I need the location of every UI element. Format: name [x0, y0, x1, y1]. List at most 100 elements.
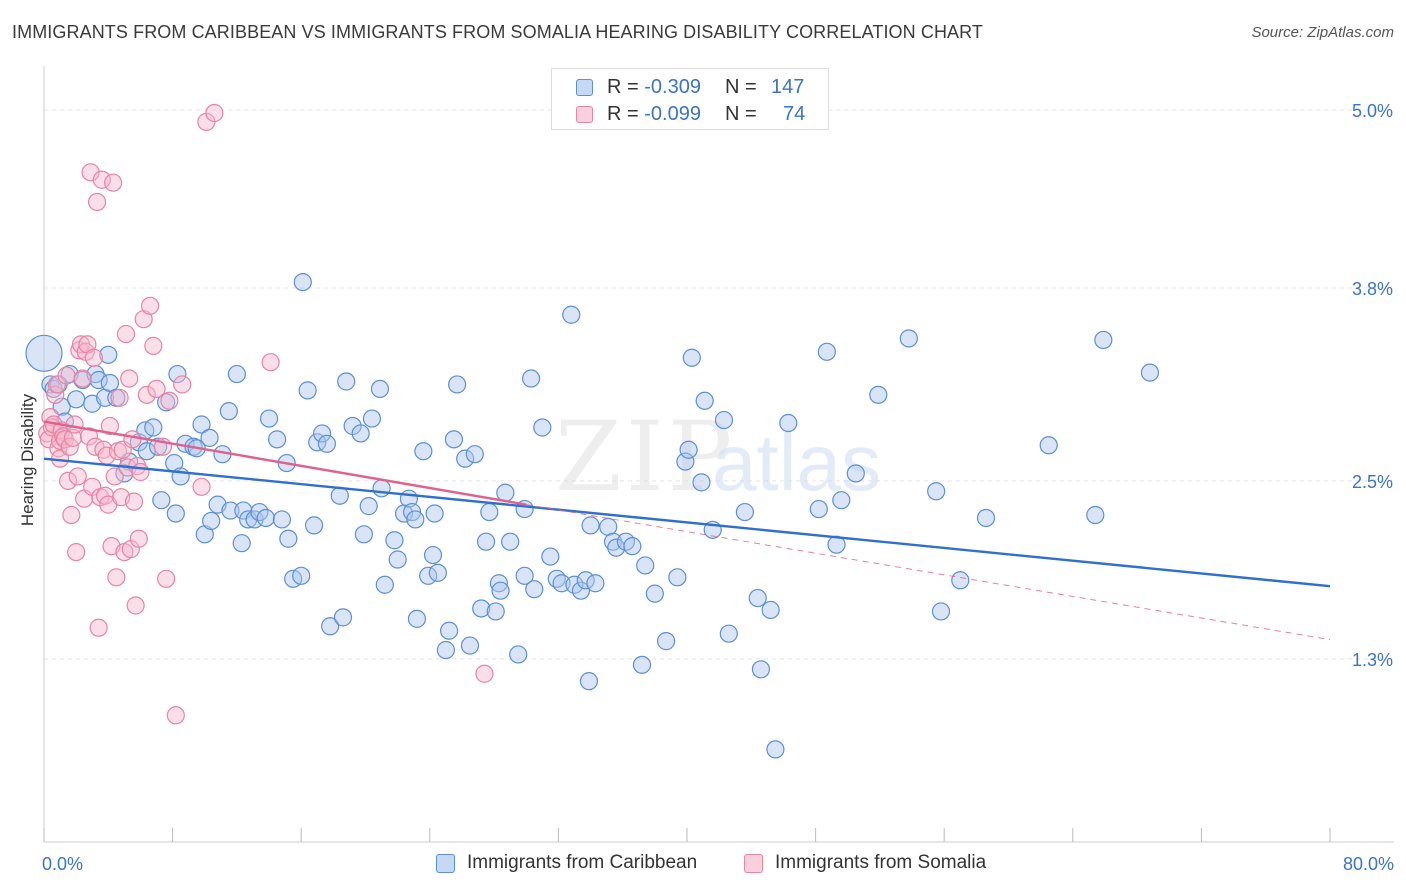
caribbean-point: [375, 575, 394, 594]
caribbean-point: [456, 449, 475, 468]
caribbean-point: [272, 510, 292, 529]
somalia-point: [192, 477, 211, 496]
somalia-point: [124, 492, 144, 511]
caribbean-point: [221, 501, 240, 520]
caribbean-point: [192, 415, 211, 434]
caribbean-point: [817, 342, 836, 361]
watermark-atlas: atlas: [712, 418, 881, 507]
bottom-legend-somalia: Immigrants from Somalia: [744, 852, 986, 874]
caribbean-point: [486, 602, 505, 621]
somalia-point: [475, 664, 494, 683]
legend-n-label-caribbean: N =: [725, 75, 757, 98]
caribbean-point: [586, 574, 605, 593]
somalia-point: [84, 348, 103, 367]
legend-n-value-caribbean: 147: [771, 75, 805, 98]
caribbean-point: [152, 491, 171, 510]
somalia-point: [92, 170, 111, 189]
caribbean-point: [312, 424, 332, 443]
caribbean-point: [89, 370, 108, 390]
somalia-point: [57, 366, 76, 385]
legend-r-caribbean: R = -0.309: [607, 75, 701, 98]
caribbean-point: [407, 609, 427, 628]
somalia-point: [89, 618, 108, 637]
somalia-point: [68, 467, 87, 486]
caribbean-point: [460, 636, 480, 655]
caribbean-point: [406, 510, 425, 529]
somalia-point: [137, 385, 156, 404]
bottom-somalia-swatch: [744, 853, 763, 873]
caribbean-point: [370, 379, 390, 399]
caribbean-point: [414, 442, 433, 461]
y-tick-label-2: 3.8%: [1352, 279, 1393, 299]
caribbean-point: [571, 581, 591, 600]
somalia-point: [120, 369, 139, 388]
somalia-point: [205, 103, 224, 123]
axes: [43, 66, 1394, 843]
somalia-point: [62, 505, 81, 525]
x-tick-label-1: 80.0%: [1343, 854, 1394, 874]
caribbean-point: [428, 563, 447, 582]
caribbean-point: [714, 410, 734, 430]
caribbean-point: [636, 556, 655, 575]
caribbean-point: [465, 445, 484, 464]
watermark: ZIP atlas: [555, 401, 881, 513]
caribbean-point: [354, 525, 373, 544]
caribbean-point: [525, 580, 544, 599]
somalia-point: [140, 296, 160, 315]
caribbean-point: [779, 413, 798, 433]
series-somalia: [38, 103, 494, 725]
somalia-point: [129, 529, 148, 548]
caribbean-point: [292, 566, 311, 585]
caribbean-point: [581, 516, 600, 535]
caribbean-swatch: [576, 78, 593, 96]
somalia-point: [173, 375, 192, 394]
caribbean-point: [333, 608, 353, 627]
somalia-point: [104, 173, 123, 192]
caribbean-point: [1094, 330, 1113, 350]
caribbean-point: [227, 364, 246, 384]
somalia-trend-line: [43, 420, 527, 506]
caribbean-point: [279, 529, 298, 548]
caribbean-point: [682, 348, 701, 367]
caribbean-point: [144, 418, 163, 437]
caribbean-point: [515, 566, 534, 585]
caribbean-point: [1140, 363, 1160, 382]
caribbean-point: [645, 584, 664, 603]
caribbean-point: [931, 602, 951, 621]
caribbean-point: [623, 537, 642, 556]
caribbean-point: [562, 305, 581, 324]
caribbean-point: [521, 369, 541, 388]
x-tick-label-0: 0.0%: [42, 854, 83, 874]
caribbean-point: [423, 545, 443, 565]
bottom-caribbean-swatch: [436, 853, 455, 873]
caribbean-point: [668, 568, 687, 587]
y-tick-label-0: 1.3%: [1352, 650, 1393, 670]
somalia-point: [166, 706, 185, 725]
somalia-point: [87, 192, 107, 212]
y-tick-label-1: 2.5%: [1352, 472, 1393, 492]
somalia-point: [144, 336, 163, 355]
caribbean-point: [372, 479, 391, 498]
caribbean-point: [748, 588, 767, 608]
somalia-point: [65, 415, 84, 434]
caribbean-point: [351, 424, 370, 443]
caribbean-point: [476, 532, 496, 551]
caribbean-point: [304, 516, 324, 535]
somalia-point: [160, 391, 179, 410]
somalia-point: [126, 596, 145, 615]
legend-r-value-somalia: -0.099: [644, 102, 701, 125]
caribbean-point: [491, 581, 510, 600]
caribbean-point: [166, 504, 185, 523]
caribbean-point: [927, 482, 946, 501]
caribbean-point: [99, 345, 118, 364]
caribbean-point: [168, 364, 187, 384]
legend-row-somalia: R = -0.099 N = 74: [576, 102, 805, 126]
caribbean-point: [362, 409, 382, 428]
caribbean-point: [751, 660, 771, 679]
caribbean-point: [259, 409, 279, 428]
caribbean-point: [632, 655, 652, 674]
legend-n-label-somalia: N =: [725, 102, 757, 125]
somalia-trend-line-extension: [526, 504, 1331, 641]
caribbean-point: [298, 381, 317, 400]
caribbean-point: [809, 499, 828, 519]
